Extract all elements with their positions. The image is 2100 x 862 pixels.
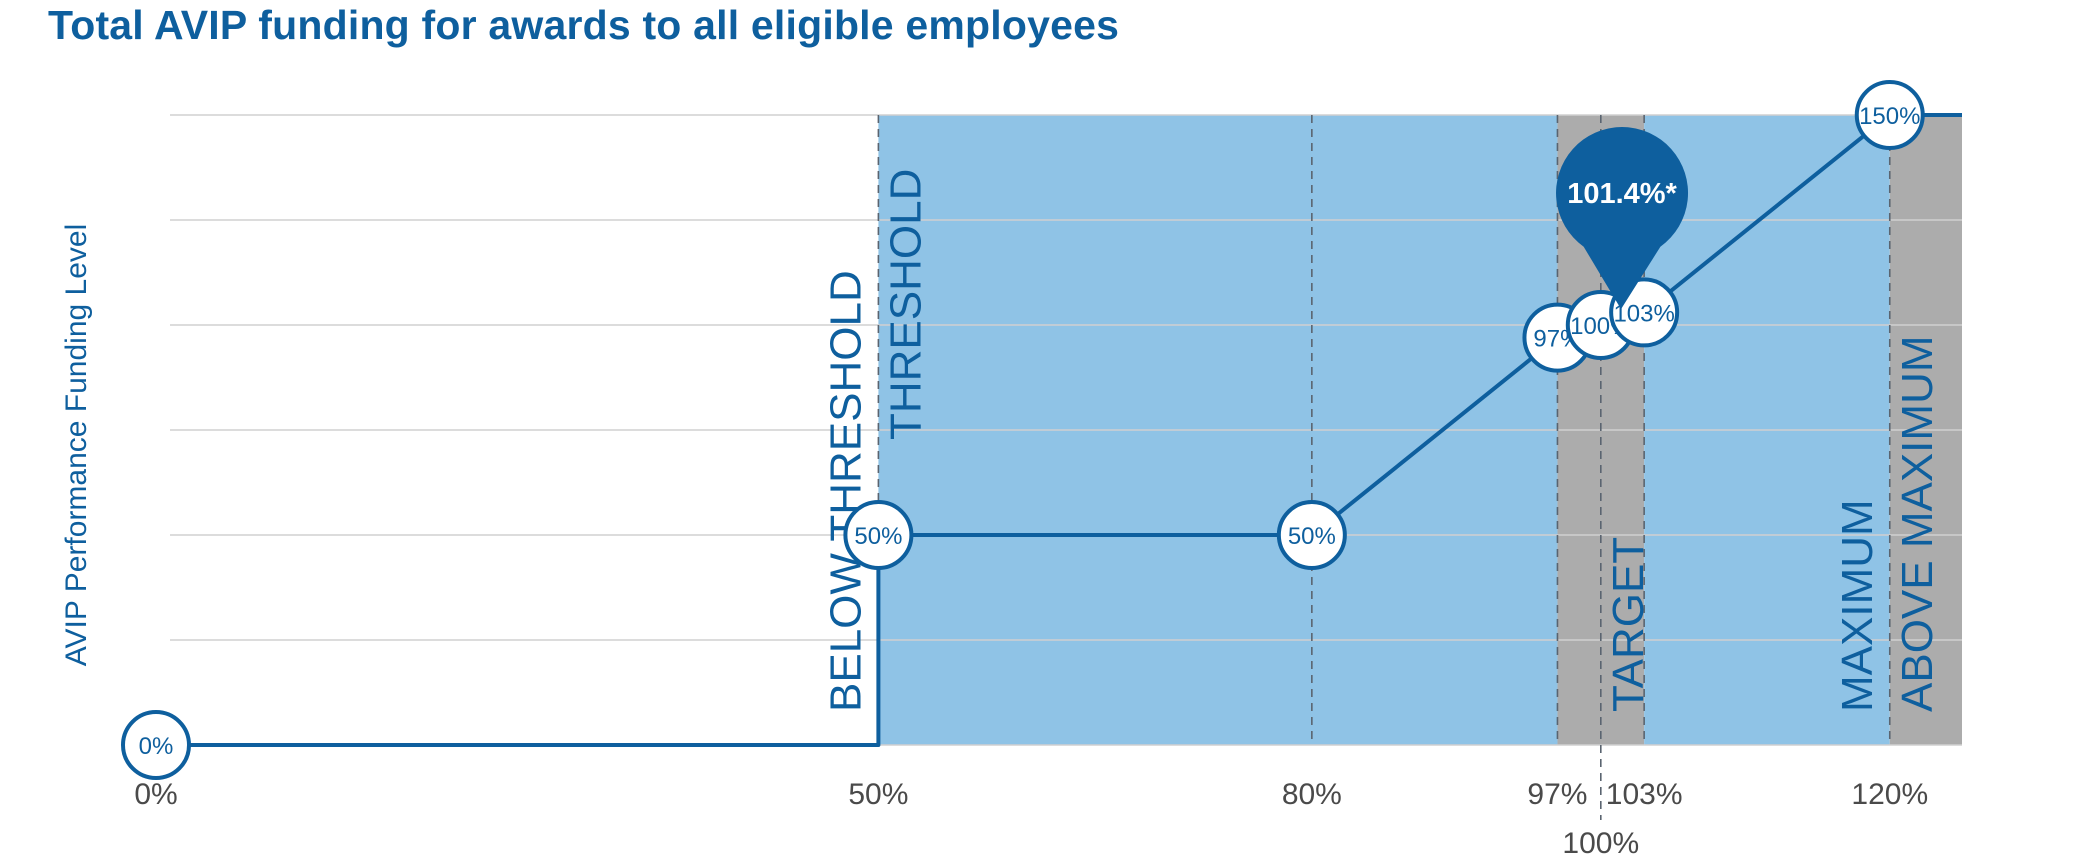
marker-circle <box>1276 500 1347 570</box>
x-tick-label-80: 80% <box>1282 778 1342 811</box>
marker-1: 50% <box>843 500 914 570</box>
marker-circle <box>843 500 914 570</box>
y-axis-label: AVIP Performance Funding Level <box>60 224 93 666</box>
marker-label: 0% <box>139 733 174 760</box>
marker-label: 50% <box>854 523 902 550</box>
x-tick-label-120: 120% <box>1851 778 1928 811</box>
marker-2: 50% <box>1276 500 1347 570</box>
marker-label: 50% <box>1288 523 1336 550</box>
marker-circle <box>121 710 191 780</box>
actual-result-callout: 101.4%* <box>1556 127 1689 310</box>
marker-6: 150% <box>1854 80 1925 150</box>
x-tick-label-103: 103% <box>1606 778 1683 811</box>
x-tick-label-97: 97% <box>1527 778 1587 811</box>
data-point-markers: 0%50% 50%97%100%103%150% <box>121 80 1925 780</box>
zone-label-above-maximum: ABOVE MAXIMUM <box>1893 336 1942 713</box>
x-tick-label-100: 100% <box>1562 827 1639 860</box>
zone-label-maximum: MAXIMUM <box>1833 499 1882 712</box>
zone-label-threshold: THRESHOLD <box>881 169 930 440</box>
zone-label-below-threshold: BELOW THRESHOLD <box>821 270 870 712</box>
marker-circle <box>1854 80 1925 150</box>
marker-label: 150% <box>1859 103 1920 130</box>
x-axis-tick-labels: 0% 50% 80% 97% 100% 103% 120% <box>134 778 1928 860</box>
zone-label-target: TARGET <box>1604 537 1653 712</box>
zone-labels: BELOW THRESHOLD THRESHOLD TARGET MAXIMUM ABO… <box>821 169 1941 712</box>
chart-title: Total AVIP funding for awards to all eli… <box>48 2 1120 48</box>
marker-0: 0% <box>121 710 191 780</box>
x-tick-label-0: 0% <box>134 778 177 811</box>
y-axis-label-group: AVIP Performance Funding Level <box>60 224 93 666</box>
callout-pin <box>1556 127 1689 310</box>
callout-label: 101.4%* <box>1567 178 1677 210</box>
x-tick-label-50: 50% <box>848 778 908 811</box>
